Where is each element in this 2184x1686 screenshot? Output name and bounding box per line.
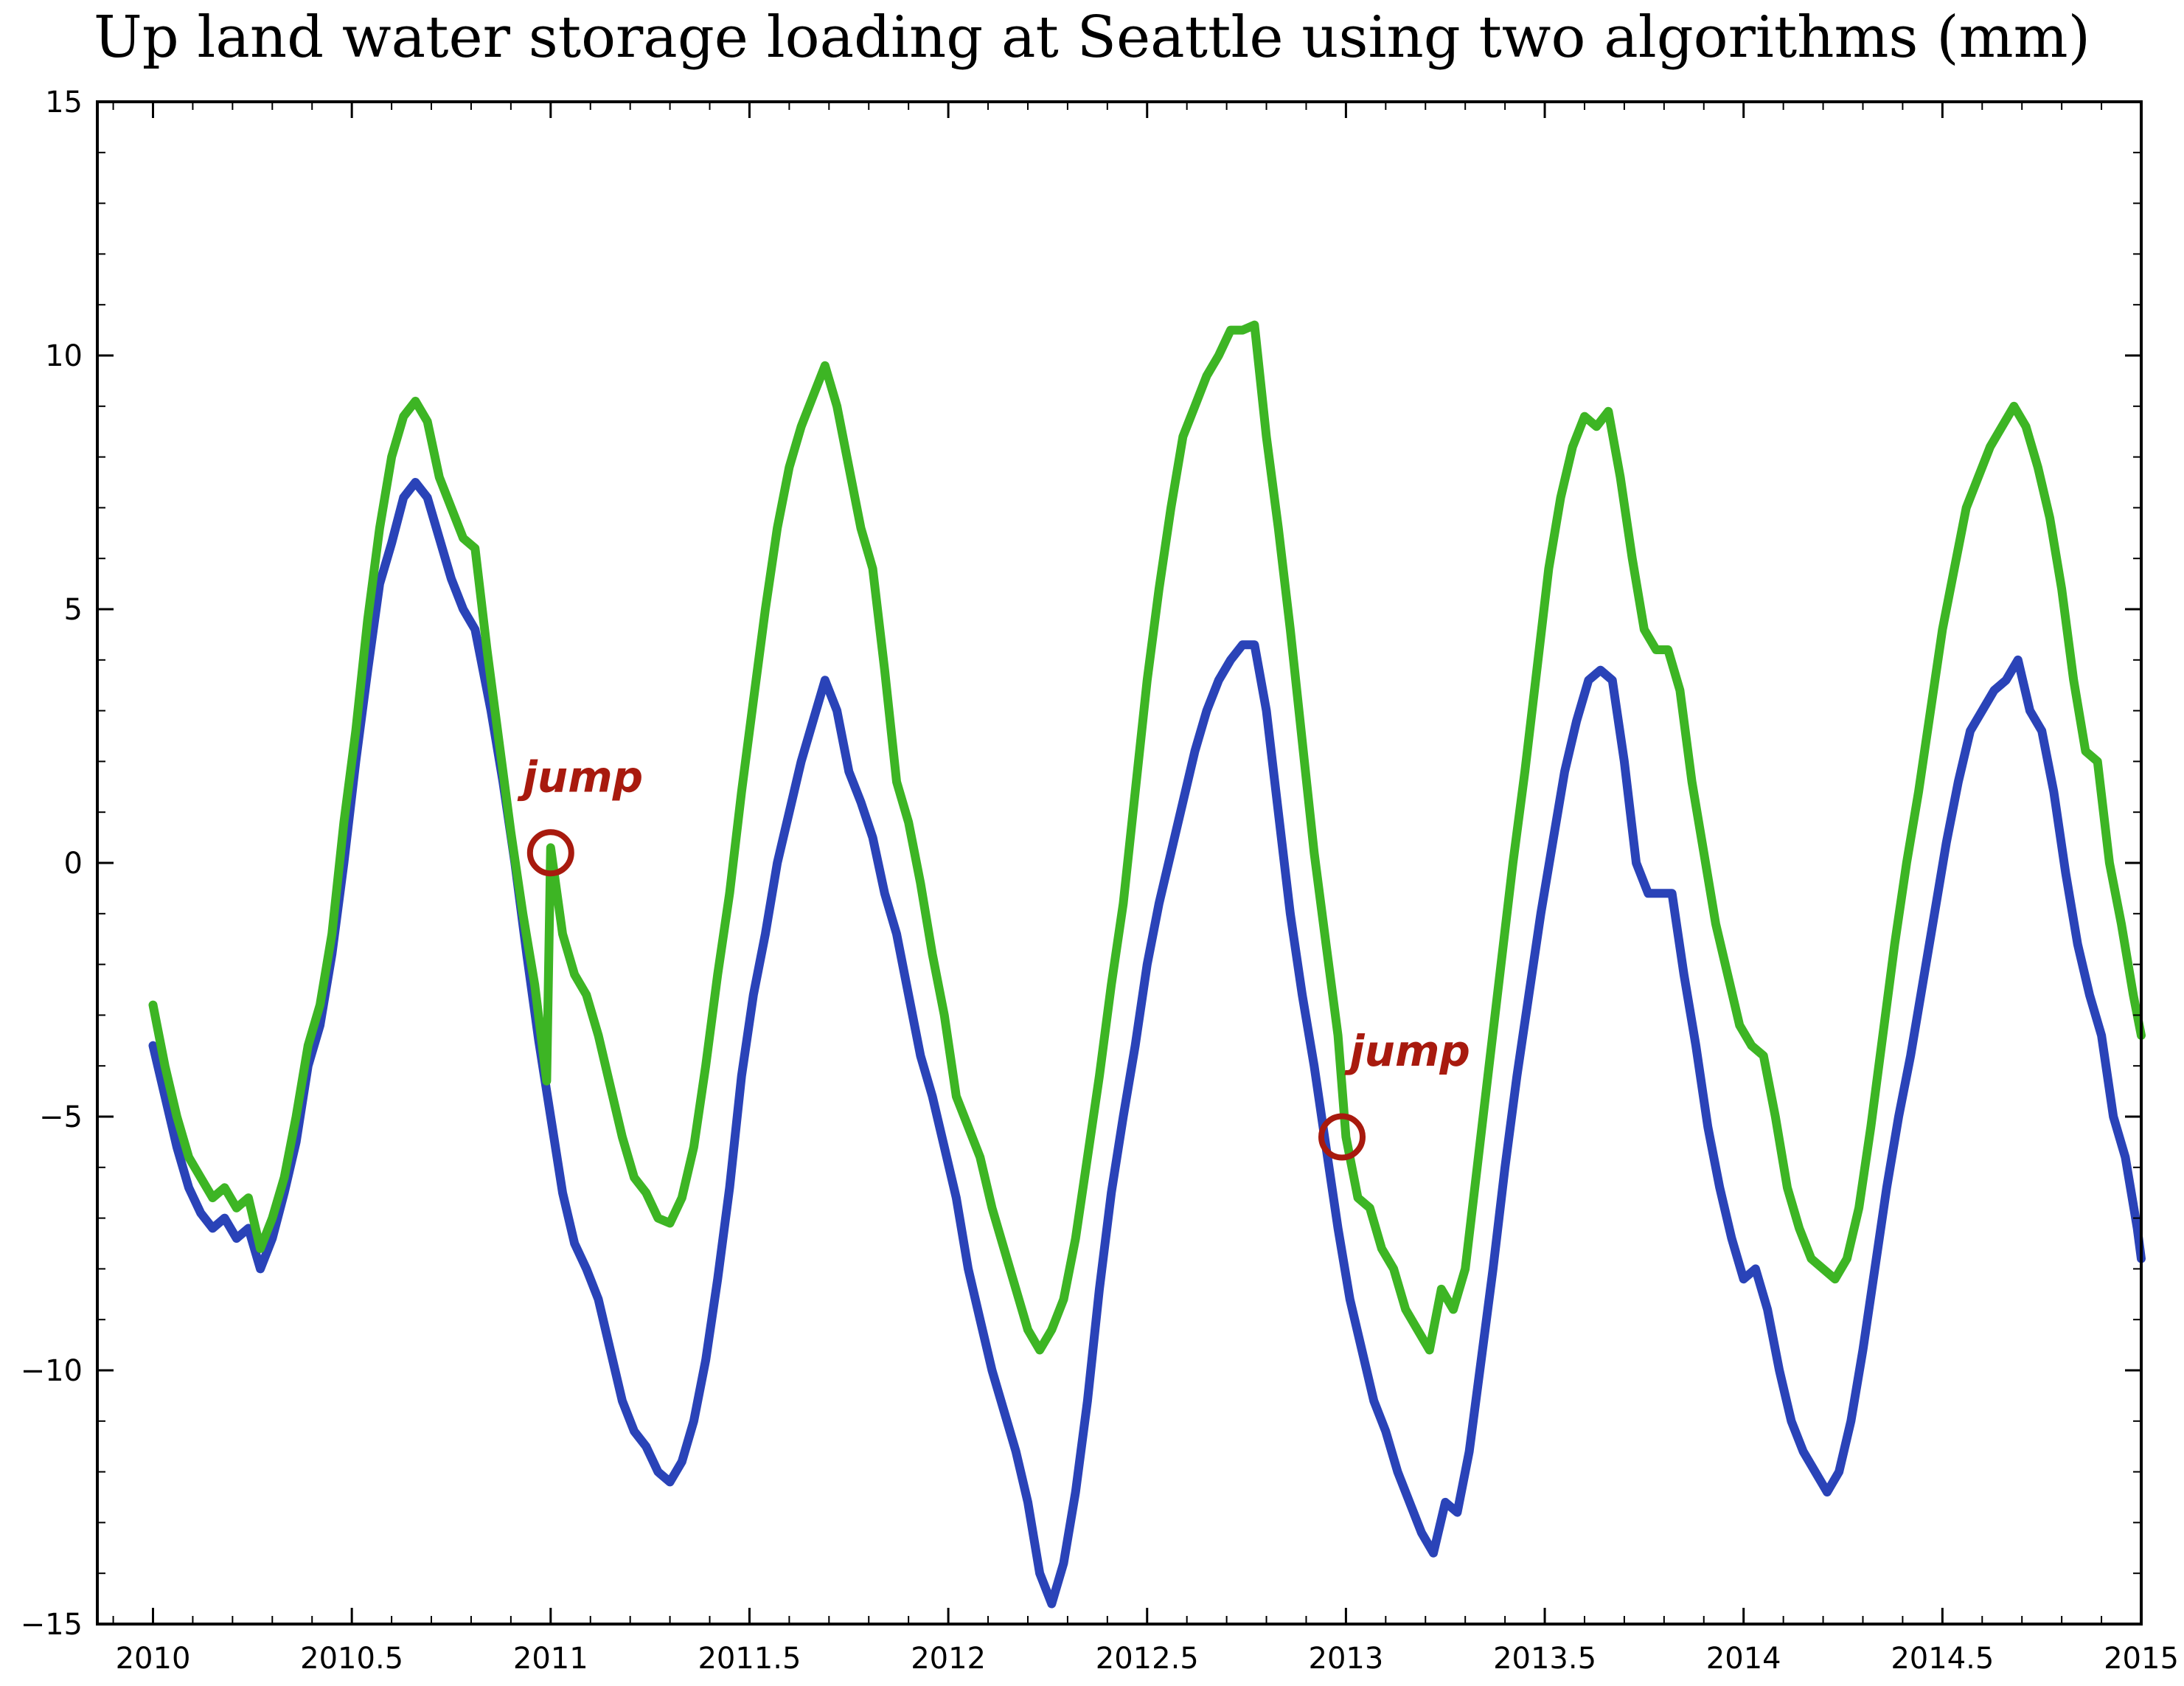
x-tick-label: 2011.5 bbox=[698, 1642, 801, 1676]
x-tick-label: 2013 bbox=[1309, 1642, 1384, 1676]
x-tick-label: 2013.5 bbox=[1493, 1642, 1596, 1676]
y-tick-label: 15 bbox=[45, 86, 83, 119]
x-tick-label: 2012 bbox=[911, 1642, 986, 1676]
y-tick-label: −5 bbox=[39, 1100, 83, 1134]
series-line-2 bbox=[148, 320, 2146, 1355]
y-tick-label: 10 bbox=[45, 339, 83, 373]
y-tick-label: 0 bbox=[64, 847, 83, 881]
jump-marker-1 bbox=[526, 829, 574, 877]
y-tick-label: −15 bbox=[21, 1608, 83, 1642]
x-tick-label: 2012.5 bbox=[1096, 1642, 1199, 1676]
x-tick-label: 2014.5 bbox=[1891, 1642, 1994, 1676]
chart-title: Up land water storage loading at Seattle… bbox=[93, 4, 2091, 71]
x-tick-label: 2010 bbox=[116, 1642, 191, 1676]
jump-marker-2 bbox=[1318, 1113, 1366, 1161]
y-tick-label: 5 bbox=[64, 593, 83, 627]
annotation-layer: jump jump bbox=[517, 752, 1470, 1161]
x-tick-label: 2014 bbox=[1706, 1642, 1781, 1676]
jump-label-1: jump bbox=[517, 752, 643, 802]
x-tick-label: 2010.5 bbox=[300, 1642, 403, 1676]
series-line-1 bbox=[148, 478, 2146, 1609]
y-tick-label: −10 bbox=[21, 1354, 83, 1388]
plot-frame bbox=[96, 100, 2143, 1626]
x-tick-label: 2015 bbox=[2104, 1642, 2179, 1676]
axis-ticks: 2010 2010.5 2011 2011.5 2012 2012.5 2013 2013.5… bbox=[21, 86, 2179, 1676]
series-layer bbox=[148, 320, 2146, 1609]
x-tick-label: 2011 bbox=[513, 1642, 588, 1676]
jump-label-2: jump bbox=[1344, 1026, 1470, 1076]
